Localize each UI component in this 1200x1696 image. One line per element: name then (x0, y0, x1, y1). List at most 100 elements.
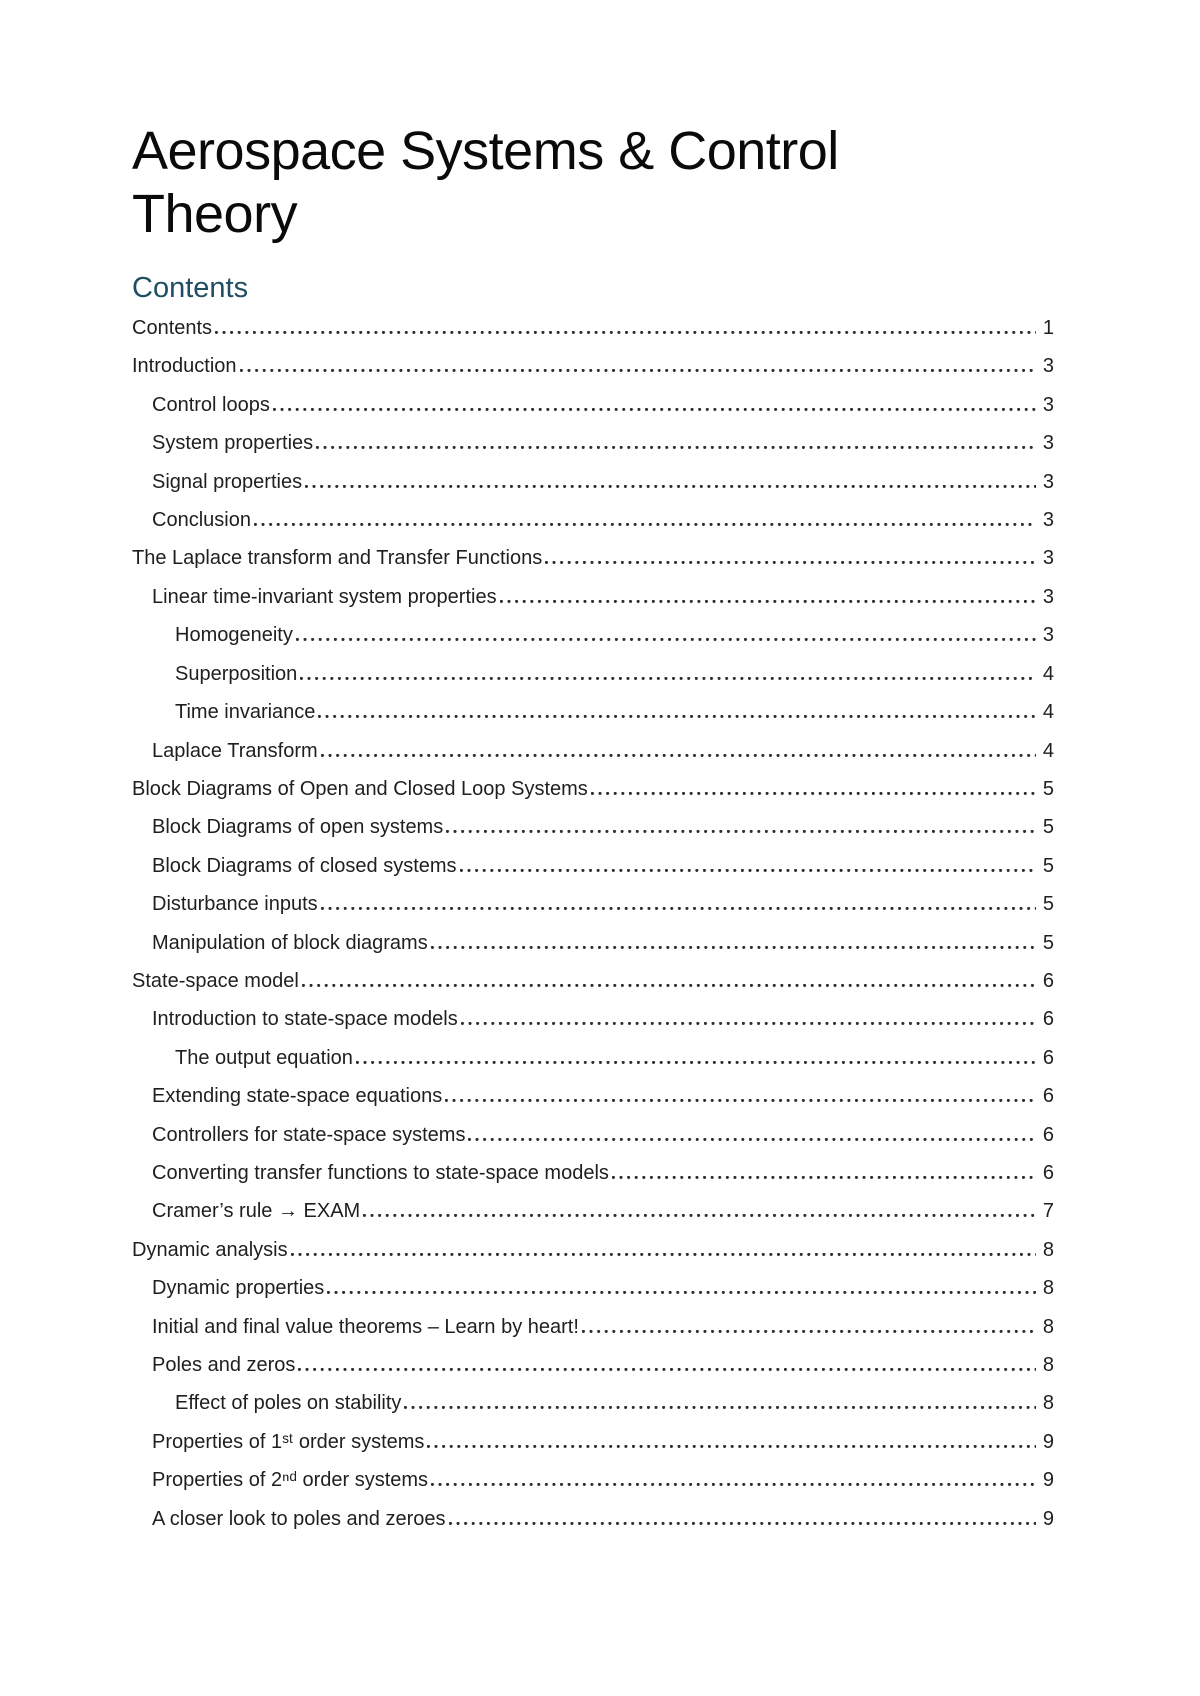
dot-leader (446, 830, 1036, 834)
dot-leader (305, 484, 1036, 488)
dot-leader (301, 983, 1036, 987)
toc-entry-page: 4 (1042, 739, 1054, 762)
toc-entry-page: 9 (1042, 1507, 1054, 1530)
dot-leader (272, 407, 1036, 411)
dot-leader (545, 561, 1036, 565)
toc-entry-label: Block Diagrams of Open and Closed Loop S… (132, 777, 588, 800)
toc-entry-label: Converting transfer functions to state-s… (152, 1161, 609, 1184)
toc-entry: Signal properties 3 (152, 463, 1054, 501)
dot-leader (581, 1329, 1036, 1333)
dot-leader (290, 1252, 1036, 1256)
contents-heading: Contents (132, 272, 249, 305)
toc-entry-page: 6 (1042, 1008, 1054, 1031)
toc-entry-label: System properties (152, 432, 314, 455)
toc-entry-label: The Laplace transform and Transfer Funct… (132, 547, 543, 570)
toc-entry-label: Properties of 1ˢᵗ order systems (152, 1430, 425, 1453)
document-title: Aerospace Systems & Control Theory (132, 121, 839, 244)
toc-entry-label: Control loops (152, 393, 270, 416)
toc-entry: Linear time-invariant system properties 3 (152, 578, 1054, 616)
dot-leader (298, 1368, 1036, 1372)
toc-entry: Laplace Transform 4 (152, 732, 1054, 770)
dot-leader (427, 1444, 1036, 1448)
toc-entry-page: 9 (1042, 1430, 1054, 1453)
toc-entry: System properties 3 (152, 424, 1054, 462)
toc-entry: Manipulation of block diagrams 5 (152, 924, 1054, 962)
toc-entry-label: Superposition (175, 662, 298, 685)
toc-entry: Poles and zeros 8 (152, 1346, 1054, 1384)
toc-entry-label: State-space model (132, 969, 299, 992)
toc-entry: Disturbance inputs 5 (152, 885, 1054, 923)
toc-entry: Properties of 1ˢᵗ order systems 9 (152, 1423, 1054, 1461)
dot-leader (355, 1060, 1036, 1064)
toc-entry-label: Dynamic properties (152, 1277, 325, 1300)
dot-leader (431, 1483, 1036, 1487)
toc-entry-page: 3 (1042, 432, 1054, 455)
toc-entry-page: 3 (1042, 547, 1054, 570)
toc-entry-label: Laplace Transform (152, 739, 318, 762)
toc-entry-label: Cramer’s rule → EXAM (152, 1200, 361, 1223)
toc-entry-page: 3 (1042, 585, 1054, 608)
toc-entry: Block Diagrams of open systems 5 (152, 808, 1054, 846)
toc-entry-page: 5 (1042, 777, 1054, 800)
toc-entry-page: 5 (1042, 893, 1054, 916)
toc-entry-page: 3 (1042, 355, 1054, 378)
dot-leader (363, 1214, 1036, 1218)
toc-entry-page: 5 (1042, 854, 1054, 877)
toc-entry-label: Homogeneity (175, 624, 293, 647)
toc-entry-label: Time invariance (175, 701, 316, 724)
dot-leader (320, 753, 1036, 757)
toc-entry: Control loops 3 (152, 386, 1054, 424)
toc-entry-page: 6 (1042, 1085, 1054, 1108)
toc-entry-page: 8 (1042, 1315, 1054, 1338)
toc-entry-label: Signal properties (152, 470, 303, 493)
toc-entry: A closer look to poles and zeroes 9 (152, 1500, 1054, 1538)
dot-leader (404, 1406, 1036, 1410)
toc-entry: Properties of 2ⁿᵈ order systems 9 (152, 1461, 1054, 1499)
toc-entry-label: Contents (132, 317, 213, 340)
toc-entry-label: Properties of 2ⁿᵈ order systems (152, 1469, 429, 1492)
dot-leader (499, 599, 1036, 603)
toc-entry: Controllers for state-space systems 6 (152, 1116, 1054, 1154)
toc-entry-page: 7 (1042, 1200, 1054, 1223)
dot-leader (611, 1175, 1036, 1179)
toc-entry: Time invariance 4 (175, 693, 1054, 731)
toc-entry-label: The output equation (175, 1046, 353, 1069)
toc-entry-page: 8 (1042, 1238, 1054, 1261)
toc-entry-page: 3 (1042, 624, 1054, 647)
toc-entry-label: Disturbance inputs (152, 893, 318, 916)
dot-leader (468, 1137, 1036, 1141)
toc-entry-label: Linear time-invariant system properties (152, 585, 497, 608)
toc-entry: Converting transfer functions to state-s… (152, 1154, 1054, 1192)
toc-entry-page: 6 (1042, 1123, 1054, 1146)
toc-entry: Conclusion 3 (152, 501, 1054, 539)
dot-leader (327, 1291, 1036, 1295)
toc-entry-page: 3 (1042, 470, 1054, 493)
toc-entry-page: 5 (1042, 816, 1054, 839)
toc-entry: Homogeneity 3 (175, 616, 1054, 654)
dot-leader (590, 791, 1036, 795)
dot-leader (460, 1022, 1036, 1026)
toc-entry-label: Poles and zeros (152, 1354, 296, 1377)
dot-leader (320, 907, 1036, 911)
dot-leader (253, 523, 1036, 527)
dot-leader (430, 945, 1036, 949)
dot-leader (445, 1099, 1036, 1103)
toc-entry: Contents 1 (132, 309, 1054, 347)
toc-entry-page: 1 (1042, 317, 1054, 340)
toc-entry: Effect of poles on stability 8 (175, 1384, 1054, 1422)
dot-leader (316, 446, 1036, 450)
toc-entry: Block Diagrams of closed systems 5 (152, 847, 1054, 885)
toc-entry-label: Block Diagrams of open systems (152, 816, 444, 839)
dot-leader (318, 715, 1036, 719)
toc-entry-page: 8 (1042, 1354, 1054, 1377)
toc-entry-page: 9 (1042, 1469, 1054, 1492)
dot-leader (215, 331, 1036, 335)
toc-entry: Dynamic analysis 8 (132, 1231, 1054, 1269)
toc-entry-label: Introduction (132, 355, 237, 378)
toc-entry-page: 6 (1042, 1046, 1054, 1069)
toc-entry-page: 5 (1042, 931, 1054, 954)
toc-entry-page: 4 (1042, 701, 1054, 724)
toc-entry-label: Effect of poles on stability (175, 1392, 402, 1415)
toc-entry: Superposition 4 (175, 655, 1054, 693)
